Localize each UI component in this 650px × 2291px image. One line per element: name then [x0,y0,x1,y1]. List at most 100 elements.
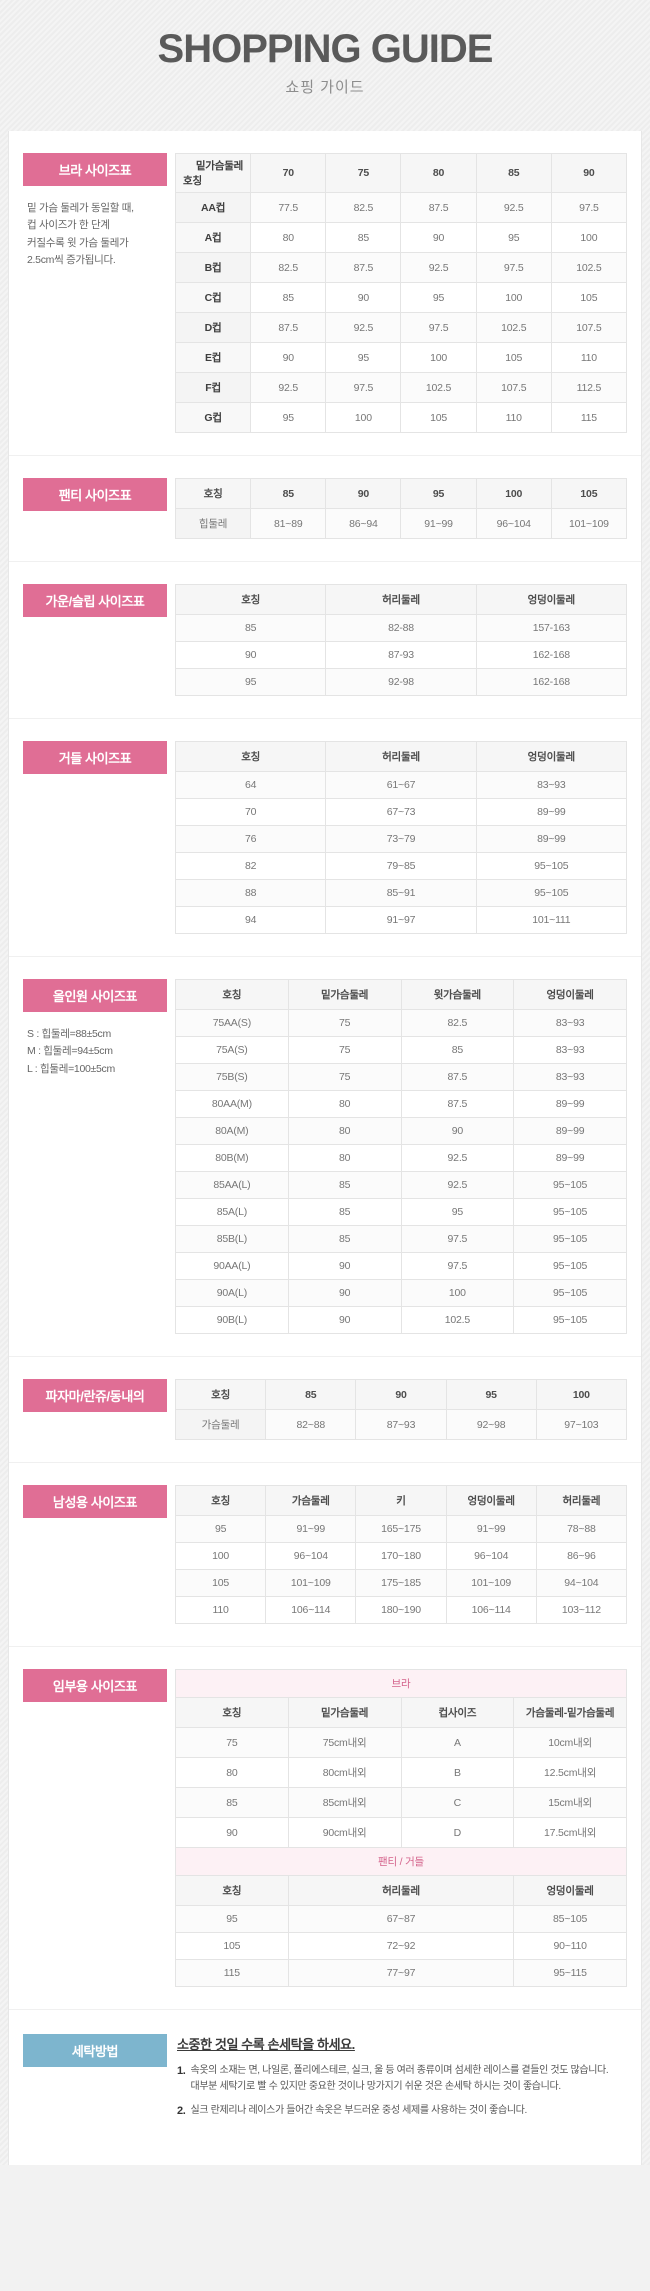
cell: 82.5 [400,1009,515,1037]
row-label: AA컵 [174,192,252,223]
cell: 95 [475,222,552,253]
table-row: 105 72~92 90~110 [175,1932,627,1960]
cell: 80 [287,1117,402,1145]
table-row: 88 85~91 95~105 [174,879,628,907]
maternity-size-table: 브라 호칭 밑가슴둘레 컵사이즈 가슴둘레-밑가슴둘레 75 75cm내외 A [175,1669,627,1987]
table-header-row: 호칭 85 90 95 100 105 [174,478,628,509]
cell: 95~105 [513,1225,627,1253]
cell: 64 [174,771,327,799]
table-row: E컵 90 95 100 105 110 [174,342,628,373]
cell: C [400,1787,515,1818]
cell: 92.5 [325,312,402,343]
table-row: 85 82-88 157-163 [174,614,628,642]
cell: 105 [175,1932,289,1960]
wash-heading: 소중한 것일 수록 손세탁을 하세요. [177,2037,355,2052]
cell: 100 [400,342,477,373]
column-header: 엉덩이둘레 [475,584,628,615]
wash-item-line: 대부분 세탁기로 빨 수 있지만 중요한 것이나 망가지기 쉬운 것은 손세탁 … [190,2081,561,2092]
table-row: 75A(S) 75 85 83~93 [175,1036,627,1064]
section-tag-bra: 브라 사이즈표 [23,153,167,186]
cell: A [400,1727,515,1758]
cell: 100 [325,402,402,433]
cell: 95~115 [513,1959,627,1987]
cell: 76 [174,825,327,853]
table-row: 82 79~85 95~105 [174,852,628,880]
cell: 15cm내외 [513,1787,627,1818]
cell: 86~94 [325,508,402,539]
column-header: 가슴둘레 [265,1485,357,1516]
cell: 170~180 [355,1542,447,1570]
list-item: 2. 실크 란제리나 레이스가 들어간 속옷은 부드러운 중성 세제를 사용하는… [177,2103,627,2121]
column-header: 70 [250,153,327,193]
cell: 95~105 [475,879,628,907]
girdle-size-table: 호칭 허리둘레 엉덩이둘레 64 61~67 83~93 70 [174,741,628,934]
table-row: 80B(M) 80 92.5 89~99 [175,1144,627,1172]
cell: 95~105 [475,852,628,880]
cell: 110 [550,342,628,373]
cell: 94~104 [535,1569,628,1597]
allinone-side: 올인원 사이즈표 S : 힙둘레=88±5cm M : 힙둘레=94±5cm L… [23,979,175,1078]
column-header: 밑가슴둘레 [287,979,402,1010]
column-header: 엉덩이둘레 [513,979,627,1010]
cell: 77~97 [287,1959,515,1987]
content-sheet: 브라 사이즈표 밑 가슴 둘레가 동일할 때, 컵 사이즈가 한 단계 커질수록… [8,131,642,2165]
table-header-row: 밑가슴둘레 호칭 70 75 80 85 90 [174,153,628,193]
cell: 102.5 [400,1306,515,1334]
cell: 85B(L) [175,1225,289,1253]
cell: 83~93 [513,1036,627,1064]
row-label: B컵 [174,252,252,283]
section-tag-gown-slip: 가운/슬립 사이즈표 [23,584,167,617]
table-row: F컵 92.5 97.5 102.5 107.5 112.5 [174,372,628,403]
cell: 92.5 [250,372,327,403]
bra-corner-cell: 밑가슴둘레 호칭 [174,153,252,193]
cell: 67~87 [287,1905,515,1933]
cell: 80 [175,1757,289,1788]
section-allinone: 올인원 사이즈표 S : 힙둘레=88±5cm M : 힙둘레=94±5cm L… [9,957,641,1357]
cell: 105 [475,342,552,373]
table-row: B컵 82.5 87.5 92.5 97.5 102.5 [174,252,628,283]
cell: 75 [287,1009,402,1037]
table-row: 75 75cm내외 A 10cm내외 [175,1727,627,1758]
cell: 91~99 [400,508,477,539]
cell: 90 [325,282,402,313]
cell: 85 [287,1225,402,1253]
column-header: 허리둘레 [325,741,477,772]
cell: 162-168 [475,668,628,696]
table-row: 95 92-98 162-168 [174,668,628,696]
section-tag-pajama: 파자마/란쥬/동내의 [23,1379,167,1412]
cell: 95~105 [513,1279,627,1307]
cell: 85 [400,1036,515,1064]
bra-side: 브라 사이즈표 밑 가슴 둘레가 동일할 때, 컵 사이즈가 한 단계 커질수록… [23,153,175,269]
column-header: 호칭 [174,741,327,772]
column-header: 95 [445,1379,537,1410]
allinone-note-line-1: S : 힙둘레=88±5cm [27,1028,111,1040]
table-row: 64 61~67 83~93 [174,771,628,799]
page-subtitle: 쇼핑 가이드 [285,79,365,96]
cell: 95 [400,282,477,313]
column-header: 100 [475,478,552,509]
table-row: 80AA(M) 80 87.5 89~99 [175,1090,627,1118]
cell: 107.5 [550,312,628,343]
column-header: 엉덩이둘레 [475,741,628,772]
cell: 101~111 [475,906,628,934]
cell: 85 [250,282,327,313]
row-label: D컵 [174,312,252,343]
bra-note-line-4: 2.5cm씩 증가됩니다. [27,253,116,266]
table-row: 70 67~73 89~99 [174,798,628,826]
column-header: 90 [355,1379,447,1410]
column-header: 85 [475,153,552,193]
column-header: 밑가슴둘레 [287,1697,402,1728]
table-row: 94 91~97 101~111 [174,906,628,934]
column-header: 호칭 [174,478,252,509]
table-row: 75AA(S) 75 82.5 83~93 [175,1009,627,1037]
cell: 85cm내외 [287,1787,402,1818]
wash-item-text: 실크 란제리나 레이스가 들어간 속옷은 부드러운 중성 세제를 사용하는 것이… [190,2103,527,2121]
cell: 75 [175,1727,289,1758]
table-header-row: 호칭 허리둘레 엉덩이둘레 [174,584,628,615]
cell: 97.5 [475,252,552,283]
wash-body: 소중한 것일 수록 손세탁을 하세요. 1. 속옷의 소재는 면, 나일론, 폴… [175,2034,627,2129]
cell: 106~114 [265,1596,357,1624]
cell: 87.5 [400,192,477,223]
row-label: C컵 [174,282,252,313]
section-tag-panty: 팬티 사이즈표 [23,478,167,511]
